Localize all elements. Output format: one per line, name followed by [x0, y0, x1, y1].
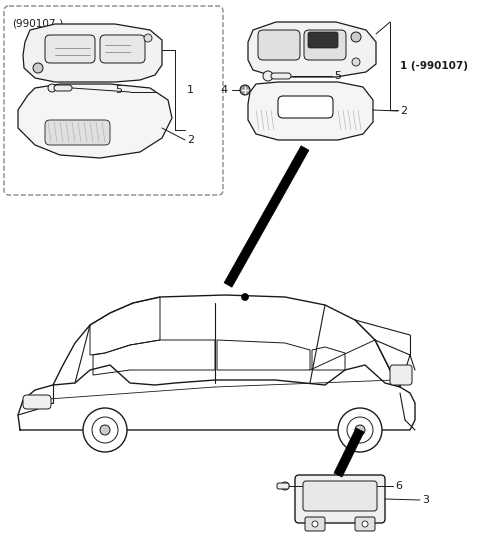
FancyBboxPatch shape	[304, 30, 346, 60]
Circle shape	[241, 294, 249, 300]
FancyBboxPatch shape	[258, 30, 300, 60]
Circle shape	[144, 34, 152, 42]
Circle shape	[92, 417, 118, 443]
Circle shape	[352, 58, 360, 66]
FancyBboxPatch shape	[277, 483, 289, 489]
Polygon shape	[248, 22, 376, 77]
FancyBboxPatch shape	[390, 365, 412, 385]
FancyBboxPatch shape	[278, 96, 333, 118]
FancyBboxPatch shape	[308, 32, 338, 48]
FancyBboxPatch shape	[355, 517, 375, 531]
Circle shape	[355, 425, 365, 435]
Text: 2: 2	[187, 135, 194, 145]
FancyBboxPatch shape	[45, 35, 95, 63]
Text: 2: 2	[400, 106, 407, 116]
Circle shape	[240, 85, 250, 95]
Text: (990107-): (990107-)	[12, 18, 63, 28]
FancyBboxPatch shape	[271, 73, 291, 79]
Text: 5: 5	[334, 71, 341, 81]
Circle shape	[100, 425, 110, 435]
Text: 5: 5	[115, 85, 122, 95]
FancyBboxPatch shape	[4, 6, 223, 195]
Circle shape	[351, 32, 361, 42]
FancyBboxPatch shape	[45, 120, 110, 145]
Circle shape	[338, 408, 382, 452]
Polygon shape	[18, 84, 172, 158]
FancyBboxPatch shape	[54, 85, 72, 91]
FancyBboxPatch shape	[303, 481, 377, 511]
Polygon shape	[23, 24, 162, 82]
FancyBboxPatch shape	[305, 517, 325, 531]
Circle shape	[281, 482, 289, 490]
Text: 1 (-990107): 1 (-990107)	[400, 61, 468, 71]
Circle shape	[263, 71, 273, 81]
Polygon shape	[248, 82, 373, 140]
Circle shape	[48, 84, 56, 92]
Polygon shape	[224, 146, 309, 287]
Text: 1: 1	[187, 85, 194, 95]
Text: 3: 3	[422, 495, 429, 505]
FancyBboxPatch shape	[100, 35, 145, 63]
Text: 4: 4	[221, 85, 228, 95]
Circle shape	[33, 63, 43, 73]
Circle shape	[312, 521, 318, 527]
FancyBboxPatch shape	[295, 475, 385, 523]
Polygon shape	[334, 428, 364, 477]
FancyBboxPatch shape	[23, 395, 51, 409]
Text: 6: 6	[395, 481, 402, 491]
Circle shape	[347, 417, 373, 443]
Circle shape	[83, 408, 127, 452]
Circle shape	[362, 521, 368, 527]
